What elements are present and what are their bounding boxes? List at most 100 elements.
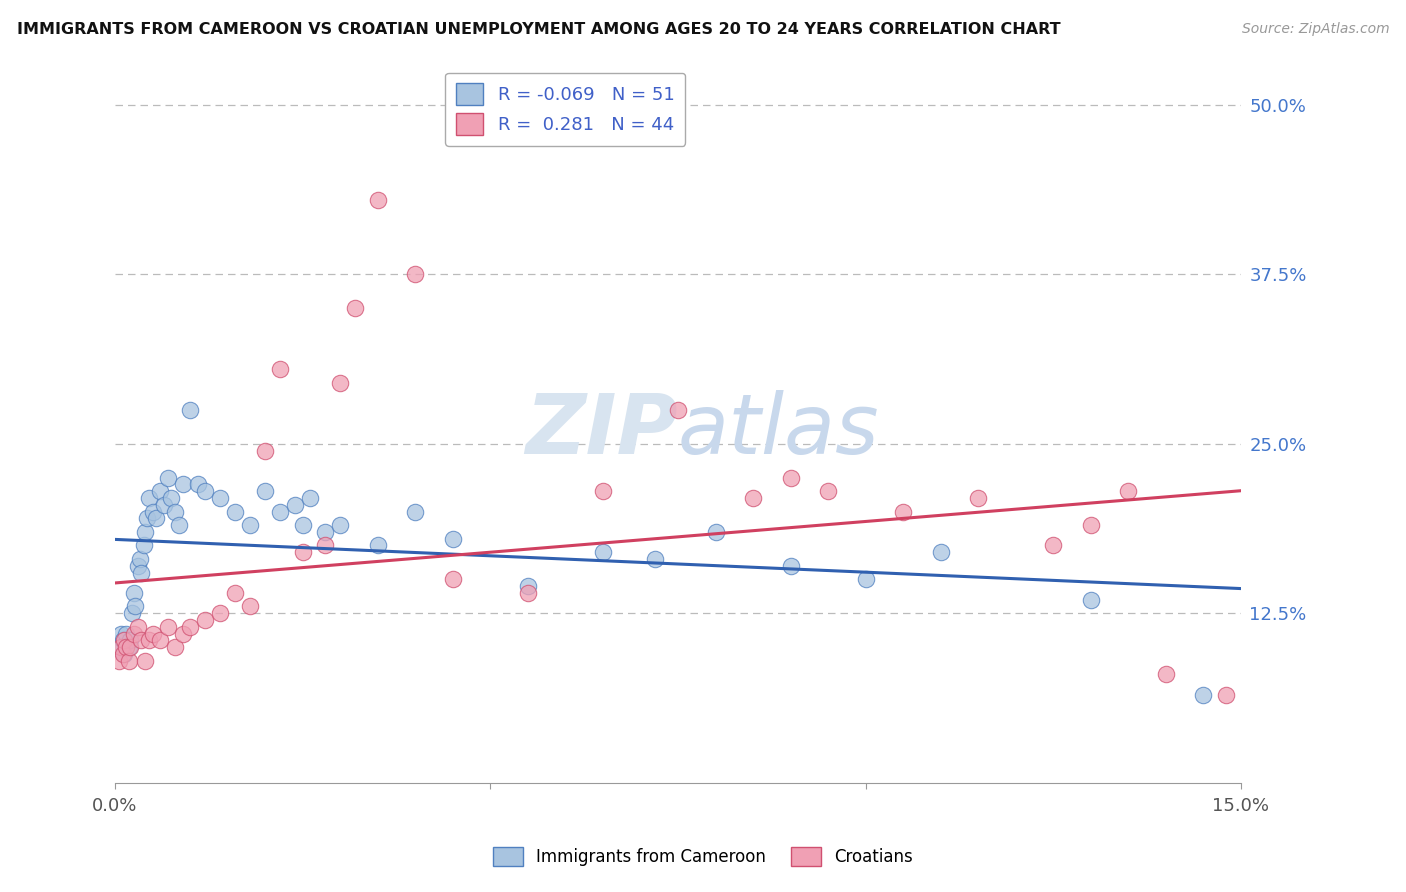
Point [134, 654, 156, 668]
Point [291, 518, 314, 533]
Point [254, 443, 277, 458]
Point [367, 193, 389, 207]
Point [167, 518, 190, 533]
Point [779, 558, 801, 573]
Point [115, 640, 138, 654]
Point [145, 511, 167, 525]
Point [967, 491, 990, 505]
Legend: Immigrants from Cameroon, Croatians: Immigrants from Cameroon, Croatians [486, 840, 920, 873]
Point [269, 504, 291, 518]
Point [111, 633, 134, 648]
Point [115, 626, 138, 640]
Point [299, 491, 322, 505]
Point [107, 654, 129, 668]
Point [110, 640, 132, 654]
Point [441, 532, 464, 546]
Point [149, 484, 172, 499]
Point [314, 538, 336, 552]
Point [172, 477, 194, 491]
Point [122, 586, 145, 600]
Point [179, 402, 201, 417]
Point [156, 620, 179, 634]
Point [1042, 538, 1064, 552]
Point [172, 626, 194, 640]
Point [329, 376, 352, 390]
Point [122, 626, 145, 640]
Point [117, 640, 139, 654]
Point [138, 633, 160, 648]
Point [110, 626, 132, 640]
Point [209, 491, 232, 505]
Point [132, 538, 155, 552]
Point [441, 572, 464, 586]
Point [194, 613, 217, 627]
Point [516, 579, 538, 593]
Point [592, 484, 614, 499]
Point [156, 470, 179, 484]
Point [404, 504, 426, 518]
Point [118, 640, 141, 654]
Point [179, 620, 201, 634]
Point [153, 498, 176, 512]
Point [129, 566, 152, 580]
Point [141, 504, 163, 518]
Point [1215, 688, 1237, 702]
Point [592, 545, 614, 559]
Point [1192, 688, 1215, 702]
Point [117, 654, 139, 668]
Point [704, 524, 727, 539]
Point [291, 545, 314, 559]
Point [239, 518, 262, 533]
Point [1080, 592, 1102, 607]
Point [929, 545, 952, 559]
Point [239, 599, 262, 614]
Point [224, 586, 246, 600]
Point [254, 484, 277, 499]
Point [209, 606, 232, 620]
Point [141, 626, 163, 640]
Point [112, 633, 135, 648]
Point [127, 558, 149, 573]
Point [129, 633, 152, 648]
Point [224, 504, 246, 518]
Point [160, 491, 183, 505]
Point [111, 647, 134, 661]
Text: IMMIGRANTS FROM CAMEROON VS CROATIAN UNEMPLOYMENT AMONG AGES 20 TO 24 YEARS CORR: IMMIGRANTS FROM CAMEROON VS CROATIAN UNE… [17, 22, 1060, 37]
Point [165, 504, 187, 518]
Point [404, 267, 426, 281]
Point [107, 640, 129, 654]
Point [742, 491, 765, 505]
Point [344, 301, 367, 315]
Text: ZIP: ZIP [526, 390, 678, 471]
Point [127, 620, 149, 634]
Point [329, 518, 352, 533]
Point [817, 484, 839, 499]
Text: Source: ZipAtlas.com: Source: ZipAtlas.com [1241, 22, 1389, 37]
Point [118, 633, 141, 648]
Point [124, 599, 146, 614]
Point [138, 491, 160, 505]
Point [284, 498, 307, 512]
Point [855, 572, 877, 586]
Point [367, 538, 389, 552]
Point [1080, 518, 1102, 533]
Point [1154, 667, 1177, 681]
Point [314, 524, 336, 539]
Point [135, 511, 157, 525]
Point [134, 524, 156, 539]
Point [516, 586, 538, 600]
Point [779, 470, 801, 484]
Text: atlas: atlas [678, 390, 880, 471]
Point [128, 552, 150, 566]
Point [644, 552, 666, 566]
Legend: R = -0.069   N = 51, R =  0.281   N = 44: R = -0.069 N = 51, R = 0.281 N = 44 [446, 72, 685, 145]
Point [1118, 484, 1140, 499]
Point [187, 477, 209, 491]
Point [194, 484, 217, 499]
Point [269, 362, 291, 376]
Point [121, 606, 143, 620]
Point [112, 647, 135, 661]
Point [666, 402, 689, 417]
Point [165, 640, 187, 654]
Point [149, 633, 172, 648]
